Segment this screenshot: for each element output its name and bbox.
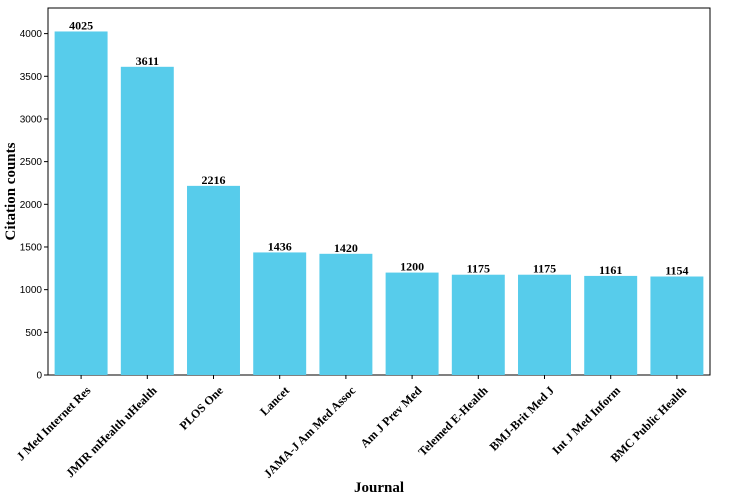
bar-value-label: 1154: [665, 264, 688, 278]
bar: [451, 274, 505, 375]
bar: [584, 275, 638, 375]
bar: [253, 252, 307, 375]
value-labels-group: 4025 3611 2216 1436 1420 1200 1175 1175 1161 1154: [69, 18, 688, 277]
y-tick-label: 2000: [20, 200, 43, 211]
y-tick-label: 0: [36, 371, 42, 382]
y-tick-label: 1500: [20, 242, 43, 253]
x-tick-label: BMJ-Brit Med J: [487, 383, 557, 453]
plot-frame: [47, 7, 711, 376]
x-axis-title: Journal: [354, 480, 404, 496]
x-tick-label: Lancet: [257, 383, 292, 418]
x-tick-label: PLOS One: [177, 383, 227, 433]
bar: [518, 274, 571, 375]
bar-value-label: 1175: [533, 262, 556, 276]
x-tick-label: Int J Med Inform: [549, 383, 623, 457]
bar: [319, 253, 373, 375]
plot-area: [47, 7, 711, 376]
bar-value-label: 1200: [400, 260, 424, 274]
bar-value-label: 3611: [136, 54, 159, 68]
bar: [187, 185, 240, 375]
x-tick-label: Am J Prev Med: [357, 383, 424, 450]
bar-value-label: 2216: [202, 173, 226, 187]
y-tick-label: 3500: [20, 72, 43, 83]
y-tick-label: 3000: [20, 114, 43, 125]
bar: [54, 31, 108, 376]
y-tick-label: 1000: [20, 285, 43, 296]
bar: [120, 66, 174, 375]
bar-value-label: 1420: [334, 241, 358, 255]
y-axis-title: Citation counts: [3, 142, 19, 240]
bar-value-label: 1436: [268, 239, 292, 253]
bar: [650, 276, 704, 375]
x-tick-label: Telemed E-Health: [415, 383, 491, 459]
bar: [385, 272, 439, 375]
bar-value-label: 1161: [599, 263, 622, 277]
y-tick-label: 500: [25, 328, 42, 339]
bars-group: [54, 31, 704, 376]
y-axis-ticks: 0 500 1000 1500 2000 2500 3000 3500 4000: [20, 29, 48, 382]
y-tick-label: 4000: [20, 29, 43, 40]
bar-value-label: 4025: [69, 18, 93, 32]
bar-value-label: 1175: [467, 262, 490, 276]
y-tick-label: 2500: [20, 157, 43, 168]
